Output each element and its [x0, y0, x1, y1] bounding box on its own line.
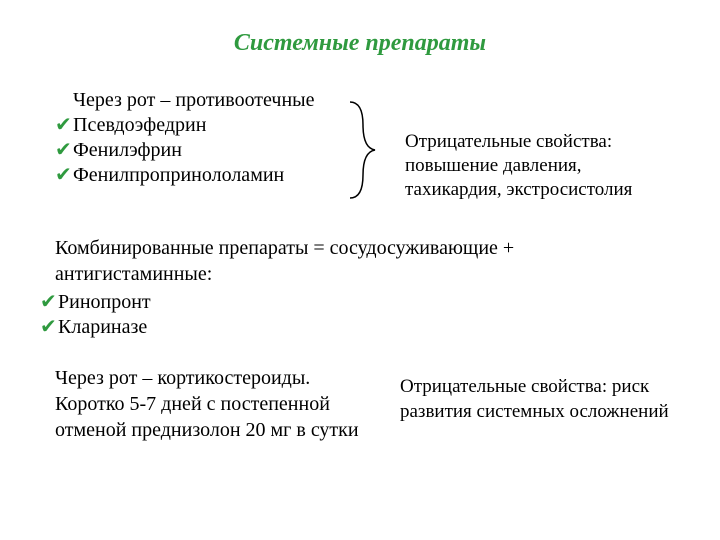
list-item: ✔ Клариназе [40, 315, 151, 340]
check-icon: ✔ [40, 290, 58, 315]
list-item-label: Клариназе [58, 315, 147, 340]
page-title: Системные препараты [0, 30, 720, 57]
check-icon: ✔ [55, 113, 73, 138]
list-item-label: Псевдоэфедрин [73, 113, 206, 138]
brace-icon [345, 100, 385, 200]
check-icon: ✔ [55, 163, 73, 188]
oral-decongestants-heading: Через рот – противоотечные [73, 88, 345, 113]
list-item: ✔ Ринопронт [40, 290, 151, 315]
check-icon: ✔ [55, 138, 73, 163]
list-item-label: Ринопронт [58, 290, 151, 315]
list-item: ✔ Фенилпропринололамин [55, 163, 345, 188]
list-item-label: Фенилпропринололамин [73, 163, 284, 188]
combined-heading: Комбинированные препараты = сосудосужива… [55, 235, 615, 287]
oral-decongestants-list: ✔ Псевдоэфедрин ✔ Фенилэфрин ✔ Фенилпроп… [55, 113, 345, 188]
list-item-label: Фенилэфрин [73, 138, 182, 163]
oral-decongestants-side-effects: Отрицательные свойства: повышение давлен… [405, 130, 675, 201]
combined-list: ✔ Ринопронт ✔ Клариназе [40, 290, 151, 340]
list-item: ✔ Фенилэфрин [55, 138, 345, 163]
corticosteroids-text: Через рот – кортикостероиды. Коротко 5-7… [55, 365, 365, 443]
check-icon: ✔ [40, 315, 58, 340]
oral-decongestants-block: Через рот – противоотечные ✔ Псевдоэфедр… [55, 88, 345, 188]
corticosteroids-side-effects: Отрицательные свойства: риск развития си… [400, 375, 680, 424]
list-item: ✔ Псевдоэфедрин [55, 113, 345, 138]
